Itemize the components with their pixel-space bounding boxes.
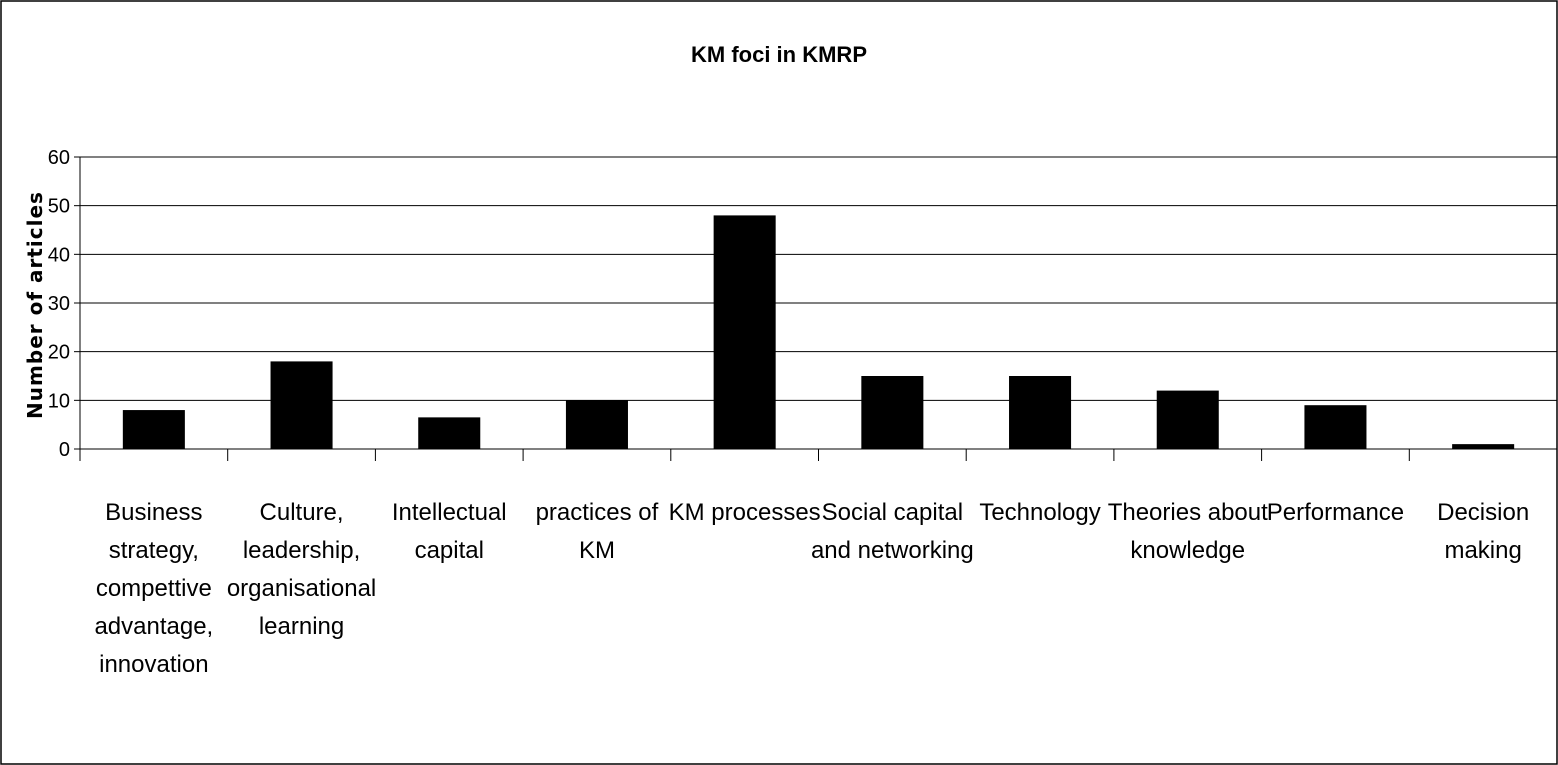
x-category-label: Business strategy, compettive advantage, inn… xyxy=(94,499,213,678)
x-category-label-line: Social capital xyxy=(822,499,963,526)
bar xyxy=(1009,376,1072,449)
x-category-label-line: and networking xyxy=(811,537,974,564)
x-category-label-line: Decision xyxy=(1437,499,1529,526)
x-category-label-line: practices of xyxy=(536,499,659,526)
bar xyxy=(1156,390,1219,449)
bar xyxy=(270,361,333,449)
y-tick-label: 30 xyxy=(48,293,70,315)
x-category-label: Social capital and networking xyxy=(811,499,974,564)
x-category-label: Intellectual capital xyxy=(392,499,507,564)
x-category-labels: Business strategy, compettive advantage, inn… xyxy=(94,499,1529,678)
x-category-label: Theories about knowledge xyxy=(1108,499,1268,564)
x-category-label: KM processes xyxy=(669,499,821,526)
axes xyxy=(74,156,1558,461)
x-category-label-line: Performance xyxy=(1267,499,1404,526)
x-category-label: practices of KM xyxy=(536,499,659,564)
chart-title: KM foci in KMRP xyxy=(691,42,867,67)
y-tick-label: 10 xyxy=(48,390,70,412)
y-tick-label: 50 xyxy=(48,196,70,218)
x-category-label-line: innovation xyxy=(99,651,208,678)
bar xyxy=(122,410,185,449)
x-category-label-line: Culture, xyxy=(260,499,344,526)
x-category-label-line: strategy, xyxy=(109,537,199,564)
bar xyxy=(1304,405,1367,449)
y-tick-label: 40 xyxy=(48,244,70,266)
x-category-label: Technology xyxy=(979,499,1100,526)
bar xyxy=(565,400,628,449)
x-category-label-line: Business xyxy=(105,499,202,526)
x-category-label-line: capital xyxy=(415,537,484,564)
x-category-label-line: advantage, xyxy=(94,613,213,640)
x-category-label-line: Theories about xyxy=(1108,499,1268,526)
gridlines xyxy=(80,156,1557,401)
x-category-label-line: KM xyxy=(579,537,615,564)
bar xyxy=(861,376,924,449)
y-tick-label: 20 xyxy=(48,342,70,364)
y-tick-label: 60 xyxy=(48,147,70,169)
y-tick-label: 0 xyxy=(59,439,70,461)
x-category-label: Performance xyxy=(1267,499,1404,526)
x-category-label: Decision making xyxy=(1437,499,1529,564)
x-category-label-line: organisational xyxy=(227,575,376,602)
y-tick-labels: 0 10 20 30 40 50 60 xyxy=(48,147,70,461)
bar xyxy=(418,417,481,449)
bars xyxy=(122,215,1515,449)
x-category-label-line: Technology xyxy=(979,499,1100,526)
x-category-label-line: knowledge xyxy=(1130,537,1245,564)
x-category-label-line: compettive xyxy=(96,575,212,602)
bar xyxy=(1452,444,1515,449)
x-category-label-line: Intellectual xyxy=(392,499,507,526)
x-category-label-line: leadership, xyxy=(243,537,360,564)
x-category-label: Culture, leadership, organisational learnin… xyxy=(227,499,376,640)
bar xyxy=(713,215,776,449)
x-category-label-line: learning xyxy=(259,613,344,640)
y-axis-label: Number of articles xyxy=(23,191,47,419)
x-category-label-line: KM processes xyxy=(669,499,821,526)
x-category-label-line: making xyxy=(1444,537,1521,564)
